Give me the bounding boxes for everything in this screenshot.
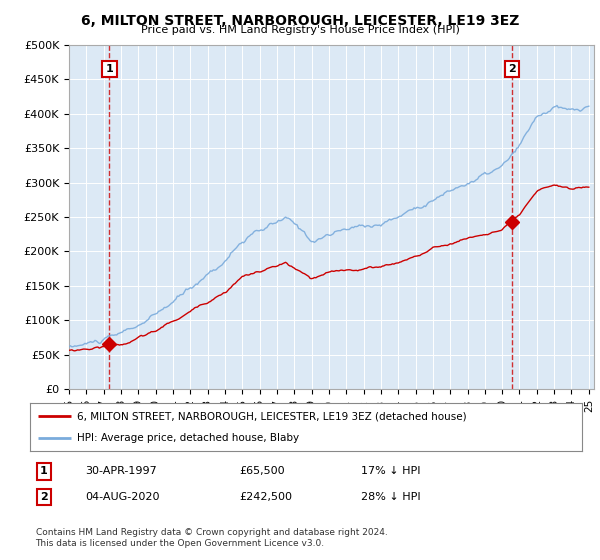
Text: 2: 2 (508, 64, 516, 74)
Text: 17% ↓ HPI: 17% ↓ HPI (361, 466, 421, 476)
Text: HPI: Average price, detached house, Blaby: HPI: Average price, detached house, Blab… (77, 433, 299, 443)
Text: 30-APR-1997: 30-APR-1997 (85, 466, 157, 476)
Text: £65,500: £65,500 (240, 466, 286, 476)
Text: 6, MILTON STREET, NARBOROUGH, LEICESTER, LE19 3EZ: 6, MILTON STREET, NARBOROUGH, LEICESTER,… (81, 14, 519, 28)
Text: Price paid vs. HM Land Registry's House Price Index (HPI): Price paid vs. HM Land Registry's House … (140, 25, 460, 35)
Text: £242,500: £242,500 (240, 492, 293, 502)
Text: 2: 2 (40, 492, 47, 502)
Text: 28% ↓ HPI: 28% ↓ HPI (361, 492, 421, 502)
Text: 6, MILTON STREET, NARBOROUGH, LEICESTER, LE19 3EZ (detached house): 6, MILTON STREET, NARBOROUGH, LEICESTER,… (77, 411, 467, 421)
Text: 1: 1 (106, 64, 113, 74)
Text: 1: 1 (40, 466, 47, 476)
Text: Contains HM Land Registry data © Crown copyright and database right 2024.
This d: Contains HM Land Registry data © Crown c… (35, 529, 387, 548)
Text: 04-AUG-2020: 04-AUG-2020 (85, 492, 160, 502)
